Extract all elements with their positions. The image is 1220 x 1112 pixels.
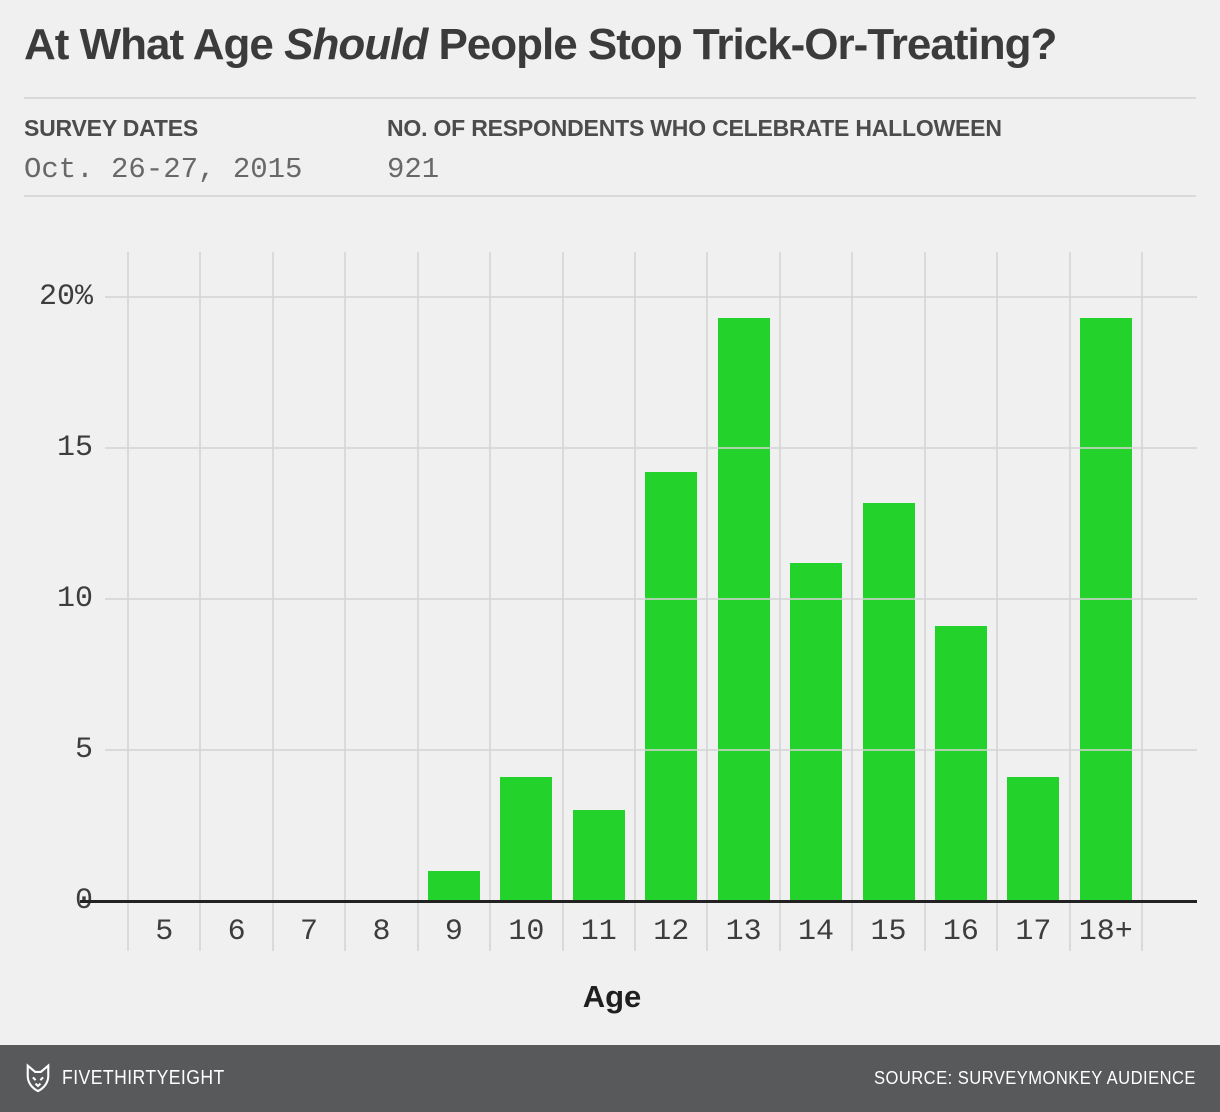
x-tick-label: 7 xyxy=(300,915,319,949)
x-tick-label: 11 xyxy=(580,915,617,949)
vertical-gridline xyxy=(851,252,854,951)
vertical-gridline xyxy=(634,252,636,951)
horizontal-gridline xyxy=(105,296,1197,299)
y-tick-label: 10 xyxy=(56,582,93,617)
title-italic-word: Should xyxy=(284,20,428,69)
bar-age-10 xyxy=(500,777,553,901)
horizontal-gridline xyxy=(105,598,1197,601)
vertical-gridline xyxy=(344,252,347,951)
x-tick-label: 12 xyxy=(653,915,690,949)
bar-age-16 xyxy=(934,626,987,901)
survey-dates-value: Oct. 26-27, 2015 xyxy=(24,153,303,186)
x-tick-label: 17 xyxy=(1015,915,1052,949)
bar-age-9 xyxy=(427,870,480,901)
vertical-gridline xyxy=(489,252,492,951)
vertical-gridline xyxy=(778,252,781,951)
x-tick-label: 15 xyxy=(870,915,907,949)
bar-age-13 xyxy=(717,318,770,901)
x-tick-label: 5 xyxy=(155,915,174,949)
header-divider-top xyxy=(24,97,1196,99)
x-axis-title: Age xyxy=(582,979,642,1014)
bar-age-14 xyxy=(790,562,843,901)
respondents-label: NO. OF RESPONDENTS WHO CELEBRATE HALLOWE… xyxy=(387,115,1002,141)
survey-dates-block: SURVEY DATES Oct. 26-27, 2015 xyxy=(24,115,302,186)
title-suffix: People Stop Trick-Or-Treating? xyxy=(427,20,1057,69)
x-tick-label: 13 xyxy=(725,915,762,949)
horizontal-gridline xyxy=(105,447,1197,450)
vertical-gridline xyxy=(1068,252,1071,951)
vertical-gridline xyxy=(706,252,709,951)
page-title: At What Age Should People Stop Trick-Or-… xyxy=(24,20,1200,70)
x-tick-label: 6 xyxy=(227,915,246,949)
y-tick-label: 5 xyxy=(74,733,93,768)
vertical-gridline xyxy=(127,252,129,951)
vertical-gridline xyxy=(1141,252,1143,951)
title-prefix: At What Age xyxy=(24,20,285,69)
vertical-gridline xyxy=(416,252,419,951)
x-axis-line xyxy=(80,900,1197,903)
vertical-gridline xyxy=(199,252,202,951)
y-tick-label: 15 xyxy=(56,431,93,466)
bar-age-17 xyxy=(1007,777,1060,901)
bar-age-15 xyxy=(862,502,915,901)
bar-age-18+ xyxy=(1079,318,1132,901)
vertical-gridline xyxy=(271,252,274,951)
x-tick-label: 14 xyxy=(798,915,835,949)
fox-icon xyxy=(26,1063,50,1093)
x-tick-label: 16 xyxy=(942,915,979,949)
vertical-gridline xyxy=(561,252,564,951)
source-credit: SOURCE: SURVEYMONKEY AUDIENCE xyxy=(874,1068,1196,1088)
y-tick-label: 20% xyxy=(38,280,93,315)
respondents-value: 921 xyxy=(387,153,440,186)
x-tick-label: 9 xyxy=(444,915,463,949)
header-divider-bottom xyxy=(24,195,1196,197)
x-tick-label: 10 xyxy=(508,915,545,949)
footer-bar: FIVETHIRTYEIGHT SOURCE: SURVEYMONKEY AUD… xyxy=(0,1045,1220,1112)
brand: FIVETHIRTYEIGHT xyxy=(24,1063,247,1094)
x-tick-label: 8 xyxy=(372,915,391,949)
respondents-block: NO. OF RESPONDENTS WHO CELEBRATE HALLOWE… xyxy=(387,115,1002,186)
brand-wordmark: FIVETHIRTYEIGHT xyxy=(62,1067,225,1089)
horizontal-gridline xyxy=(105,749,1197,752)
bar-age-12 xyxy=(645,472,698,901)
bar-age-11 xyxy=(572,810,625,901)
vertical-gridline xyxy=(996,252,999,951)
vertical-gridline xyxy=(923,252,926,951)
x-tick-label: 18+ xyxy=(1078,915,1133,949)
survey-dates-label: SURVEY DATES xyxy=(24,115,198,141)
